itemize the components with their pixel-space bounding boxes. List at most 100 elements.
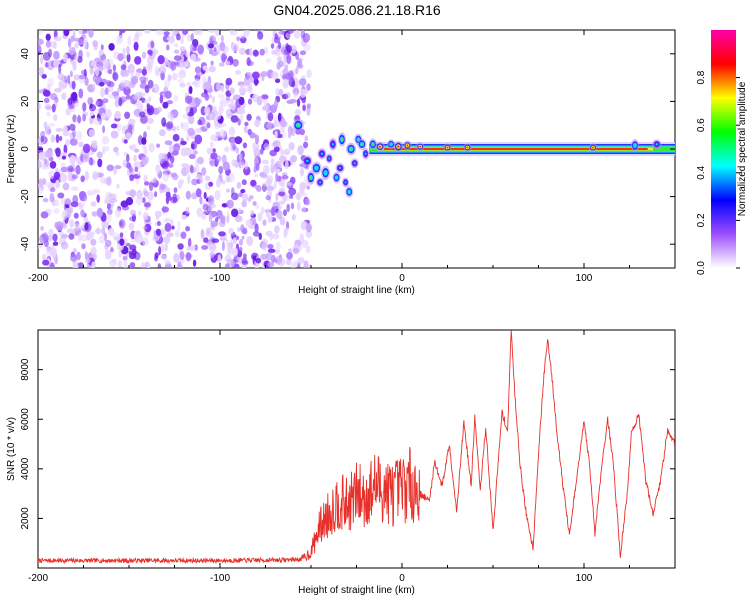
noise-speckle	[111, 258, 117, 264]
noise-speckle	[163, 217, 171, 223]
noise-speckle	[185, 150, 192, 155]
noise-speckle	[238, 192, 243, 198]
noise-speckle	[195, 165, 200, 173]
noise-speckle	[162, 172, 169, 182]
noise-speckle	[157, 55, 165, 65]
noise-speckle	[103, 232, 108, 242]
noise-speckle	[278, 89, 284, 96]
noise-speckle	[190, 33, 195, 42]
noise-speckle	[78, 30, 83, 35]
noise-speckle	[71, 80, 76, 90]
noise-speckle	[247, 128, 252, 136]
noise-speckle	[239, 47, 246, 55]
noise-speckle	[150, 40, 155, 49]
noise-speckle	[71, 263, 79, 268]
noise-speckle	[277, 41, 282, 50]
noise-speckle	[166, 121, 174, 129]
noise-speckle	[52, 41, 57, 49]
noise-speckle	[271, 142, 279, 148]
noise-speckle	[239, 113, 244, 122]
noise-speckle	[306, 83, 311, 91]
noise-speckle	[232, 58, 239, 67]
noise-speckle	[195, 98, 202, 104]
noise-speckle	[47, 84, 51, 91]
noise-speckle	[101, 214, 107, 222]
noise-speckle	[90, 246, 97, 256]
noise-speckle	[208, 181, 214, 187]
noise-speckle	[211, 95, 215, 104]
noise-speckle	[142, 158, 148, 165]
noise-speckle	[290, 262, 296, 268]
noise-speckle	[98, 82, 105, 87]
noise-speckle	[89, 103, 93, 109]
transition-blob-peak	[309, 176, 313, 179]
noise-speckle	[167, 151, 172, 159]
noise-speckle	[119, 232, 124, 239]
y-tick-label: 0	[20, 146, 31, 152]
noise-speckle	[45, 40, 52, 48]
noise-speckle	[195, 188, 202, 198]
noise-speckle	[166, 100, 173, 105]
noise-speckle	[230, 192, 239, 201]
noise-speckle	[249, 47, 253, 57]
noise-speckle	[52, 251, 57, 262]
noise-speckle	[276, 241, 281, 250]
noise-speckle	[70, 228, 76, 234]
noise-speckle	[117, 260, 123, 268]
noise-speckle	[210, 60, 214, 66]
noise-speckle	[215, 159, 220, 165]
transition-blob-peak	[331, 142, 334, 146]
noise-speckle	[38, 102, 41, 111]
noise-speckle	[187, 34, 193, 42]
noise-speckle	[221, 241, 225, 251]
noise-speckle	[282, 79, 289, 89]
noise-speckle	[279, 216, 286, 226]
noise-speckle	[123, 139, 128, 144]
noise-speckle	[303, 263, 311, 268]
noise-speckle	[297, 145, 304, 156]
transition-blob-peak	[328, 157, 331, 160]
noise-speckle	[275, 249, 280, 254]
noise-speckle	[143, 174, 148, 183]
noise-speckle	[154, 69, 161, 77]
noise-speckle	[69, 138, 78, 146]
transition-blob-peak	[319, 181, 322, 184]
noise-speckle	[203, 237, 209, 243]
noise-speckle	[179, 82, 186, 88]
noise-speckle	[284, 72, 293, 80]
noise-speckle	[111, 91, 120, 97]
noise-speckle	[80, 209, 85, 218]
noise-speckle	[53, 114, 58, 122]
noise-speckle	[238, 96, 245, 106]
noise-speckle	[140, 262, 147, 268]
noise-speckle	[228, 227, 234, 235]
noise-speckle	[142, 225, 148, 230]
noise-speckle	[252, 255, 257, 261]
noise-speckle	[147, 61, 154, 69]
colorbar-tick-label: 0.6	[696, 118, 707, 132]
noise-speckle	[229, 239, 233, 250]
noise-speckle	[226, 199, 234, 209]
noise-speckle	[91, 60, 97, 68]
noise-speckle	[162, 152, 167, 160]
noise-speckle	[292, 247, 300, 255]
noise-speckle	[77, 56, 83, 63]
noise-speckle	[274, 225, 280, 234]
noise-speckle	[141, 144, 147, 150]
noise-speckle	[254, 119, 261, 128]
noise-speckle	[301, 240, 309, 248]
noise-speckle	[189, 164, 194, 174]
noise-speckle	[161, 161, 169, 170]
noise-speckle	[61, 82, 68, 89]
noise-speckle	[105, 191, 112, 199]
noise-speckle	[60, 75, 67, 82]
noise-speckle	[199, 195, 203, 205]
noise-speckle	[280, 149, 284, 158]
noise-speckle	[126, 45, 130, 56]
noise-speckle	[87, 97, 94, 106]
noise-speckle	[109, 198, 118, 203]
noise-speckle	[108, 80, 114, 88]
noise-speckle	[254, 157, 259, 166]
noise-speckle	[209, 141, 214, 149]
